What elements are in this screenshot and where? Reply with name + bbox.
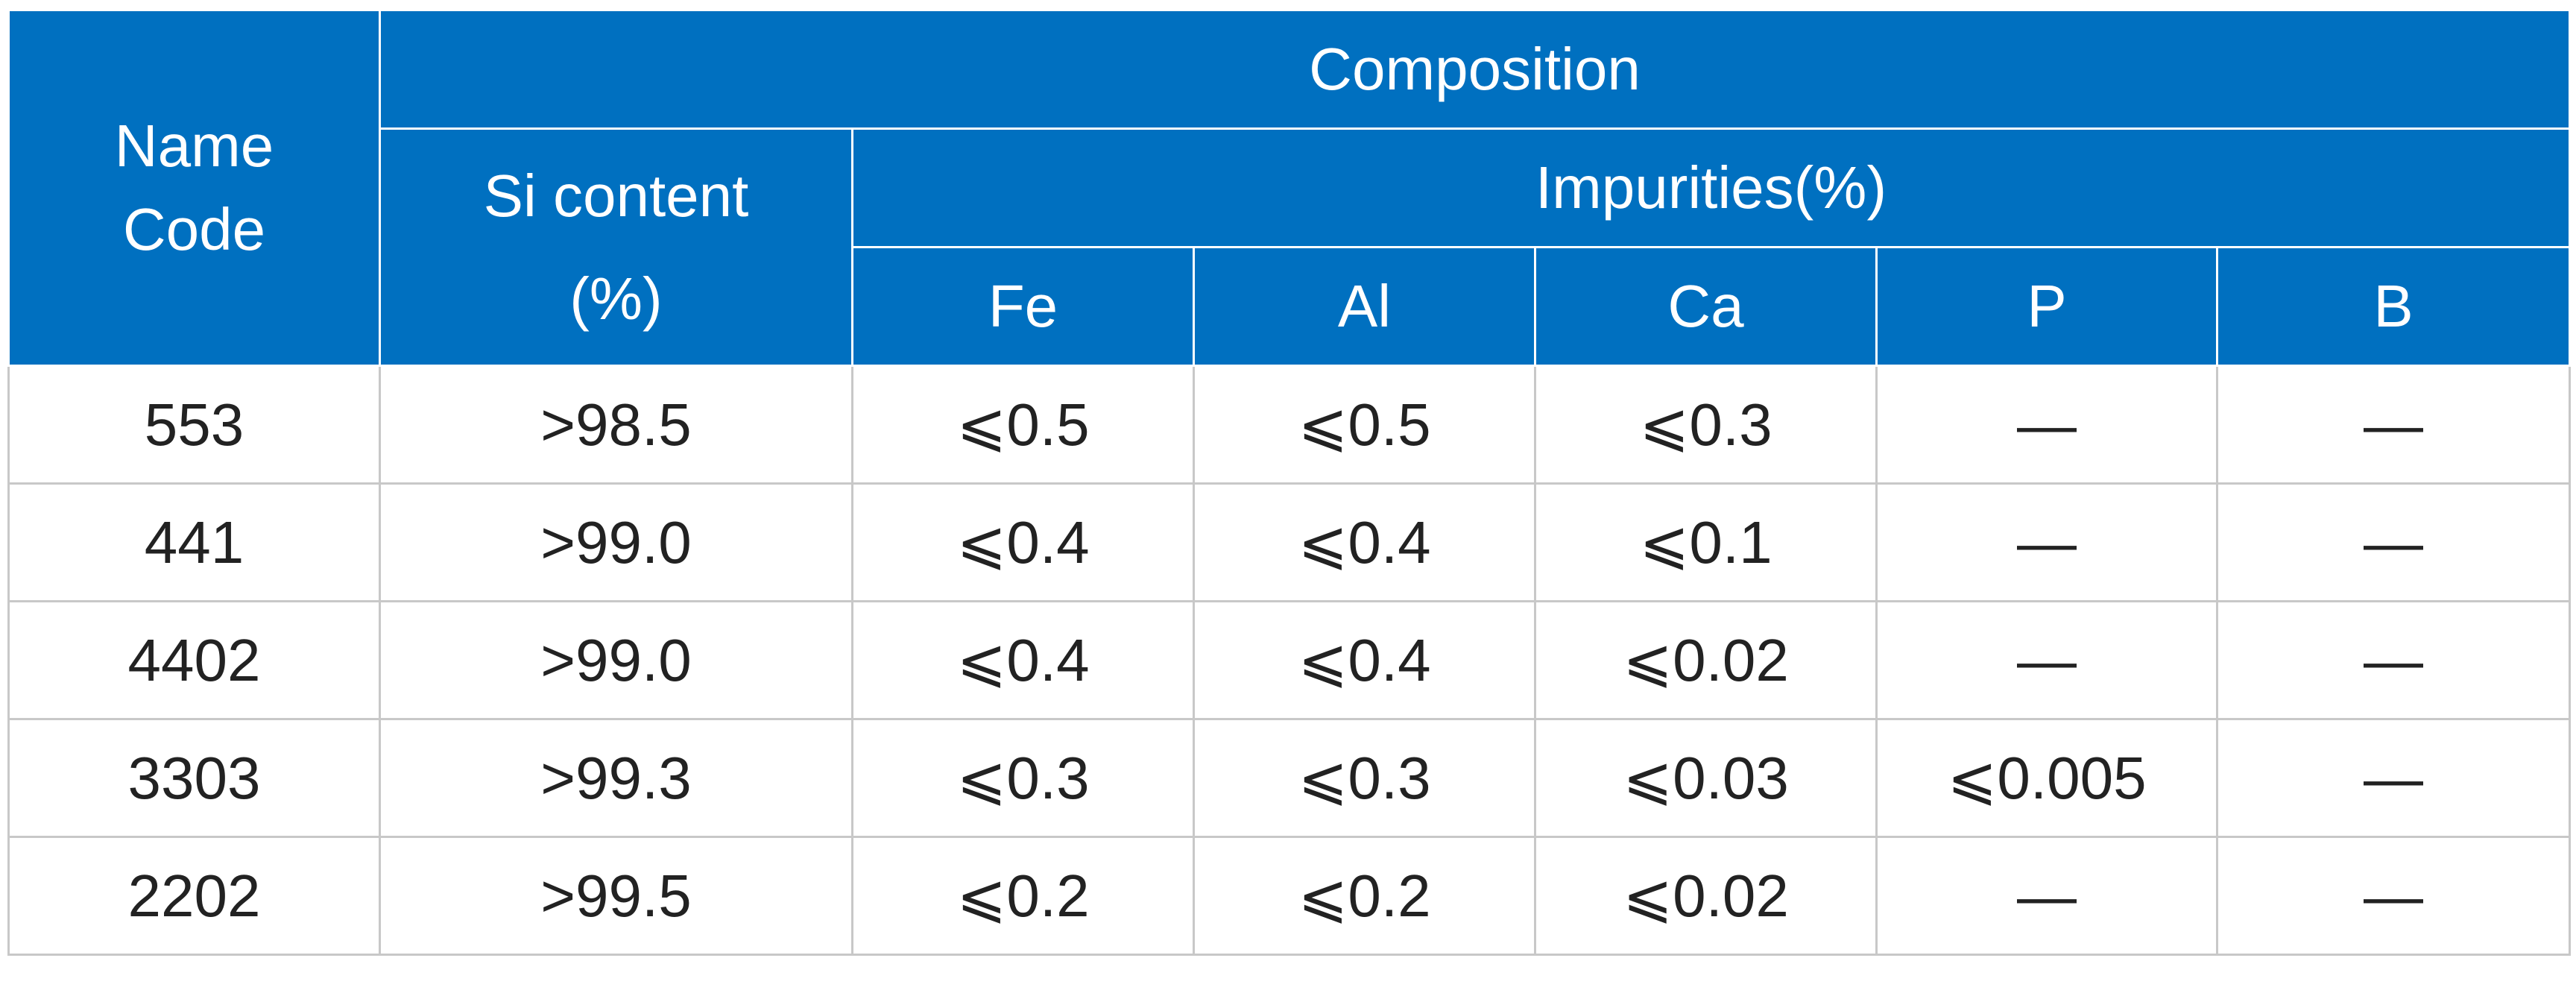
al-column-header: Al	[1193, 246, 1536, 367]
fe-cell: ⩽0.3	[851, 718, 1195, 838]
name-code-cell: 3303	[7, 718, 381, 838]
ca-column-header: Ca	[1534, 246, 1878, 367]
b-cell: —	[2216, 482, 2571, 602]
al-cell: ⩽0.4	[1193, 600, 1536, 720]
table-row: 2202 >99.5 ⩽0.2 ⩽0.2 ⩽0.02 — —	[7, 836, 2571, 956]
table-row: 441 >99.0 ⩽0.4 ⩽0.4 ⩽0.1 — —	[7, 482, 2571, 602]
p-cell: —	[1875, 600, 2218, 720]
name-code-cell: 2202	[7, 836, 381, 956]
header-row-2: Si content (%) Impurities(%)	[9, 127, 2571, 367]
ca-cell: ⩽0.03	[1534, 718, 1878, 838]
p-cell: —	[1875, 365, 2218, 485]
table-row: 4402 >99.0 ⩽0.4 ⩽0.4 ⩽0.02 — —	[7, 600, 2571, 720]
table-row: 553 >98.5 ⩽0.5 ⩽0.5 ⩽0.3 — —	[7, 365, 2571, 485]
name-code-cell: 553	[7, 365, 381, 485]
fe-cell: ⩽0.4	[851, 482, 1195, 602]
b-cell: —	[2216, 600, 2571, 720]
name-code-header-line1: Name	[114, 113, 274, 179]
p-cell: —	[1875, 482, 2218, 602]
si-content-cell: >99.5	[379, 836, 853, 956]
al-cell: ⩽0.5	[1193, 365, 1536, 485]
b-cell: —	[2216, 718, 2571, 838]
ca-cell: ⩽0.02	[1534, 836, 1878, 956]
b-cell: —	[2216, 836, 2571, 956]
si-content-header-line2: (%)	[569, 265, 663, 332]
p-column-header: P	[1875, 246, 2218, 367]
composition-table-container: Name Code Composition Si content (%) Imp…	[7, 9, 2571, 956]
header-row-1: Name Code Composition	[7, 9, 2571, 367]
composition-header: Composition	[379, 9, 2571, 130]
al-cell: ⩽0.4	[1193, 482, 1536, 602]
al-cell: ⩽0.2	[1193, 836, 1536, 956]
b-cell: —	[2216, 365, 2571, 485]
si-content-header: Si content (%)	[379, 127, 853, 367]
ca-cell: ⩽0.1	[1534, 482, 1878, 602]
name-code-header-line2: Code	[122, 196, 266, 262]
name-code-cell: 4402	[7, 600, 381, 720]
name-code-cell: 441	[7, 482, 381, 602]
si-content-cell: >99.0	[379, 600, 853, 720]
silicon-composition-table: Name Code Composition Si content (%) Imp…	[7, 9, 2571, 956]
p-cell: —	[1875, 836, 2218, 956]
al-cell: ⩽0.3	[1193, 718, 1536, 838]
b-column-header: B	[2216, 246, 2571, 367]
impurities-header: Impurities(%)	[851, 127, 2571, 248]
fe-column-header: Fe	[851, 246, 1195, 367]
p-cell: ⩽0.005	[1875, 718, 2218, 838]
table-row: 3303 >99.3 ⩽0.3 ⩽0.3 ⩽0.03 ⩽0.005 —	[7, 718, 2571, 838]
name-code-header: Name Code	[7, 9, 381, 367]
ca-cell: ⩽0.3	[1534, 365, 1878, 485]
si-content-cell: >99.0	[379, 482, 853, 602]
fe-cell: ⩽0.5	[851, 365, 1195, 485]
fe-cell: ⩽0.4	[851, 600, 1195, 720]
si-content-cell: >98.5	[379, 365, 853, 485]
si-content-header-line1: Si content	[483, 162, 749, 229]
header-row-3: Fe Al Ca P B	[9, 246, 2571, 367]
fe-cell: ⩽0.2	[851, 836, 1195, 956]
ca-cell: ⩽0.02	[1534, 600, 1878, 720]
si-content-cell: >99.3	[379, 718, 853, 838]
